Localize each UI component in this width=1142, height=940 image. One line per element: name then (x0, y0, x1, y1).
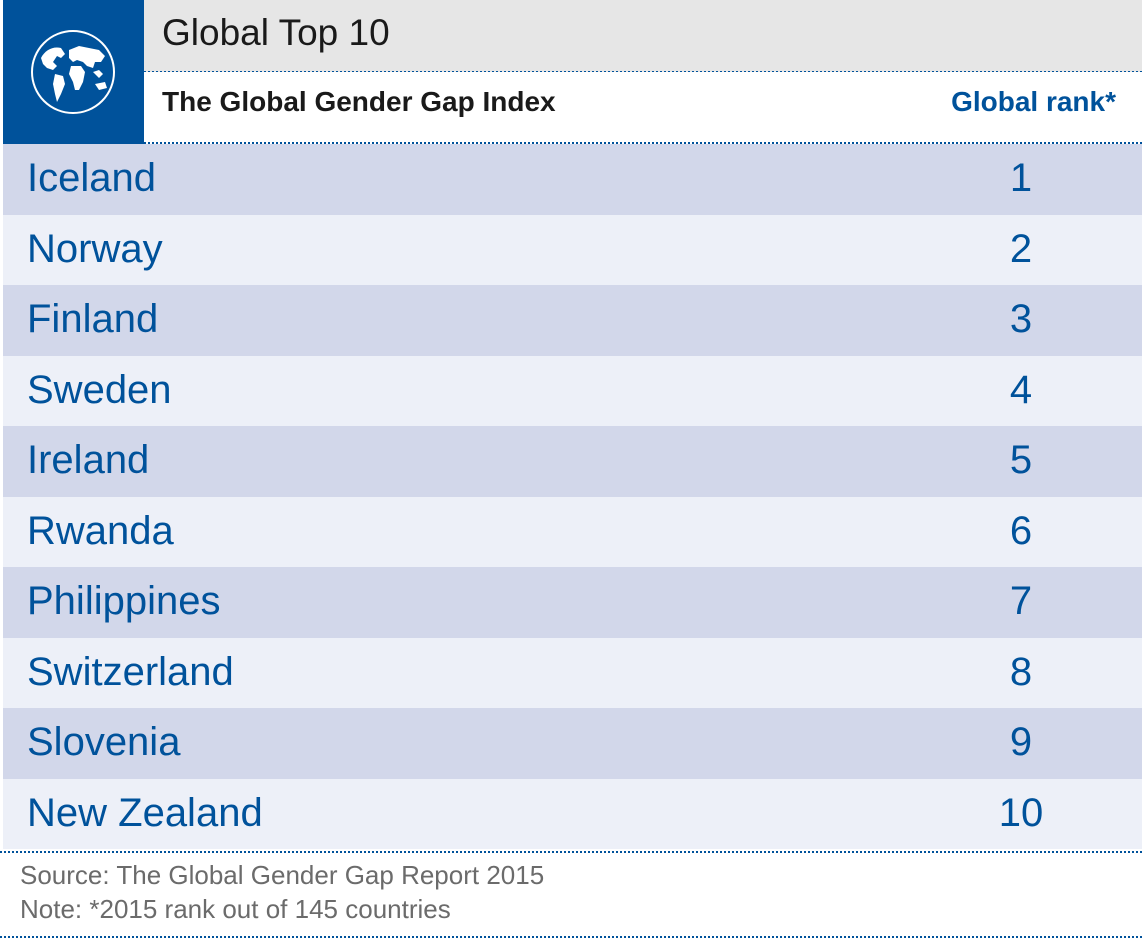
divider (0, 936, 1142, 938)
rank-value: 9 (1009, 720, 1033, 764)
ranking-table: Iceland 1 Norway 2 Finland 3 Sweden 4 Irelan… (3, 144, 1142, 849)
table-header: Global Top 10 The Global Gender Gap Inde… (3, 0, 1142, 144)
table-row: Philippines 7 (3, 567, 1142, 638)
source-note: Source: The Global Gender Gap Report 201… (20, 860, 545, 890)
country-name: Slovenia (27, 720, 181, 764)
table-row: New Zealand 10 (3, 778, 1142, 849)
rank-value: 1 (1009, 156, 1033, 200)
rank-value: 5 (1009, 438, 1033, 482)
divider (144, 142, 1142, 144)
table-row: Sweden 4 (3, 355, 1142, 426)
rank-value: 2 (1009, 226, 1033, 271)
table-row: Ireland 5 (3, 426, 1142, 497)
table-row: Rwanda 6 (3, 496, 1142, 567)
subtitle: The Global Gender Gap Index (162, 86, 556, 117)
country-name: Iceland (27, 156, 156, 200)
rank-value: 6 (1009, 508, 1033, 553)
rank-value: 7 (1009, 579, 1033, 623)
rank-column-header: Global rank* (951, 86, 1116, 117)
rank-value: 4 (1009, 367, 1033, 412)
country-name: New Zealand (27, 790, 263, 835)
country-name: Switzerland (27, 649, 234, 694)
globe-icon (31, 30, 115, 114)
table-row: Finland 3 (3, 285, 1142, 356)
country-name: Philippines (27, 579, 221, 623)
country-name: Finland (27, 297, 159, 341)
footnote: Note: *2015 rank out of 145 countries (20, 894, 451, 924)
country-name: Ireland (27, 438, 150, 482)
rank-value: 8 (1009, 649, 1033, 694)
country-name: Sweden (27, 367, 172, 412)
divider (0, 851, 1142, 853)
rank-value: 10 (998, 790, 1044, 835)
table-row: Slovenia 9 (3, 708, 1142, 779)
globe-badge (3, 0, 144, 144)
rank-value: 3 (1009, 297, 1033, 341)
table-row: Iceland 1 (3, 144, 1142, 215)
table-row: Switzerland 8 (3, 637, 1142, 708)
title-band: Global Top 10 (144, 0, 1142, 73)
column-header-band: The Global Gender Gap Index Global rank* (144, 72, 1142, 144)
footer: Source: The Global Gender Gap Report 201… (0, 850, 1142, 940)
country-name: Rwanda (27, 508, 174, 553)
page-title: Global Top 10 (162, 12, 390, 53)
table-row: Norway 2 (3, 214, 1142, 285)
country-name: Norway (27, 226, 163, 271)
